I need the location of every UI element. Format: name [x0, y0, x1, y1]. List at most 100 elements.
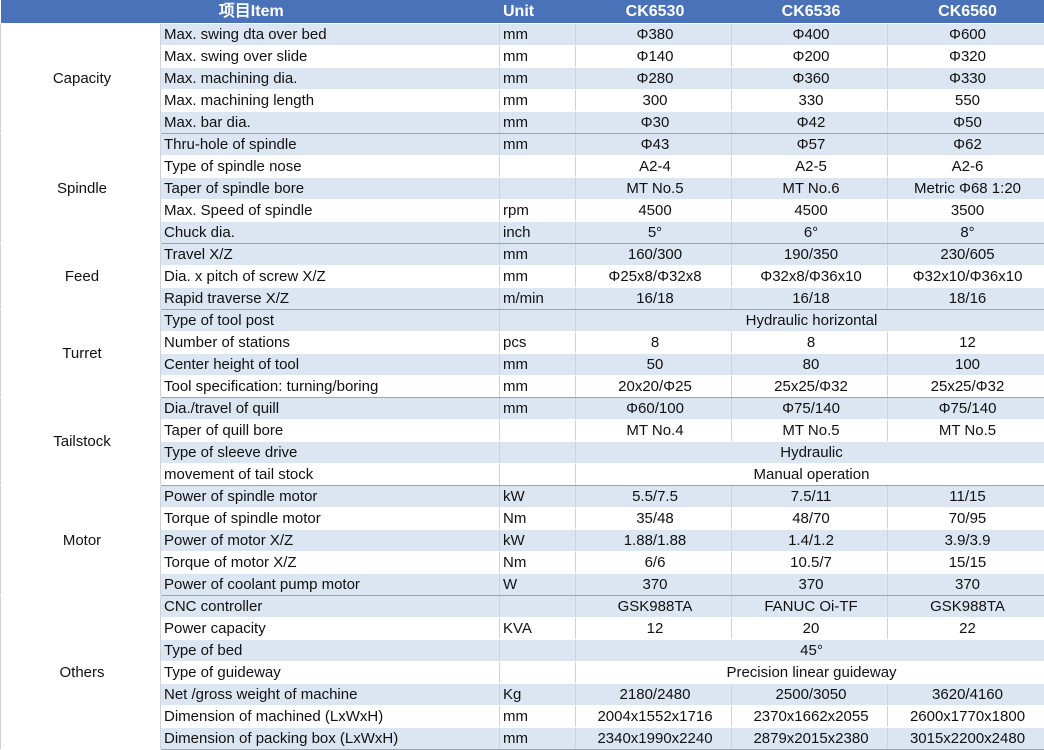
- item-cell: Power capacity: [160, 617, 500, 640]
- item-cell: Dimension of machined (LxWxH): [160, 705, 500, 728]
- item-cell: Type of spindle nose: [160, 155, 500, 178]
- value-cell-model-3: A2-6: [887, 155, 1044, 178]
- value-cell-model-1: Φ43: [575, 133, 732, 156]
- value-cell-model-3: 3015x2200x2480: [887, 727, 1044, 750]
- value-cell-model-2: 6°: [731, 221, 888, 244]
- table-row: Rapid traverse X/Z m/min 16/18 16/18 18/16: [1, 287, 1044, 310]
- value-cell-model-3: 8°: [887, 221, 1044, 244]
- unit-cell: kW: [499, 529, 576, 552]
- value-cell-model-2: Φ200: [731, 45, 888, 68]
- value-cell-model-2: 2370x1662x2055: [731, 705, 888, 728]
- value-cell-model-3: 18/16: [887, 287, 1044, 310]
- item-cell: Type of guideway: [160, 661, 500, 684]
- value-cell-model-1: MT No.4: [575, 419, 732, 442]
- header-item: 项目Item: [0, 0, 500, 24]
- unit-cell: mm: [499, 727, 576, 750]
- table-row: Type of guideway Precision linear guidewa…: [1, 661, 1044, 684]
- unit-cell: mm: [499, 243, 576, 266]
- merged-value-cell: 45°: [575, 639, 1044, 662]
- item-cell: Max. machining dia.: [160, 67, 500, 90]
- value-cell-model-1: 2004x1552x1716: [575, 705, 732, 728]
- item-cell: CNC controller: [160, 595, 500, 618]
- unit-cell: kW: [499, 485, 576, 508]
- unit-cell: mm: [499, 67, 576, 90]
- item-cell: Dia. x pitch of screw X/Z: [160, 265, 500, 288]
- unit-cell: Kg: [499, 683, 576, 706]
- unit-cell: mm: [499, 45, 576, 68]
- value-cell-model-3: Φ62: [887, 133, 1044, 156]
- value-cell-model-2: 1.4/1.2: [731, 529, 888, 552]
- table-row: movement of tail stock Manual operation: [1, 463, 1044, 486]
- value-cell-model-1: 370: [575, 573, 732, 596]
- item-cell: Max. swing dta over bed: [160, 23, 500, 46]
- item-cell: Taper of spindle bore: [160, 177, 500, 200]
- item-cell: Thru-hole of spindle: [160, 133, 500, 156]
- item-cell: Rapid traverse X/Z: [160, 287, 500, 310]
- value-cell-model-3: Φ75/140: [887, 397, 1044, 420]
- value-cell-model-2: Φ42: [731, 111, 888, 134]
- unit-cell: [499, 441, 576, 464]
- value-cell-model-1: 2180/2480: [575, 683, 732, 706]
- category-cell: Capacity: [0, 23, 161, 134]
- item-cell: Max. Speed of spindle: [160, 199, 500, 222]
- value-cell-model-1: 50: [575, 353, 732, 376]
- value-cell-model-2: FANUC Oi-TF: [731, 595, 888, 618]
- unit-cell: m/min: [499, 287, 576, 310]
- header-model-2: CK6536: [731, 0, 888, 24]
- table-row: Dimension of machined (LxWxH) mm 2004x1552…: [1, 705, 1044, 728]
- item-cell: Center height of tool: [160, 353, 500, 376]
- unit-cell: W: [499, 573, 576, 596]
- unit-cell: [499, 463, 576, 486]
- category-cell: Spindle: [0, 133, 161, 244]
- table-row: Type of sleeve drive Hydraulic: [1, 441, 1044, 464]
- value-cell-model-2: 190/350: [731, 243, 888, 266]
- value-cell-model-1: 5°: [575, 221, 732, 244]
- value-cell-model-3: 3.9/3.9: [887, 529, 1044, 552]
- table-row: Number of stations pcs 8 8 12: [1, 331, 1044, 354]
- table-row: Power capacity KVA 12 20 22: [1, 617, 1044, 640]
- value-cell-model-2: Φ360: [731, 67, 888, 90]
- unit-cell: pcs: [499, 331, 576, 354]
- item-cell: Torque of spindle motor: [160, 507, 500, 530]
- category-cell: Others: [0, 595, 161, 750]
- value-cell-model-2: A2-5: [731, 155, 888, 178]
- table-row: Max. swing over slide mm Φ140 Φ200 Φ320: [1, 45, 1044, 68]
- table-row: Torque of motor X/Z Nm 6/6 10.5/7 15/15: [1, 551, 1044, 574]
- table-row: Max. bar dia. mm Φ30 Φ42 Φ50: [1, 111, 1044, 134]
- value-cell-model-1: 16/18: [575, 287, 732, 310]
- value-cell-model-3: Φ320: [887, 45, 1044, 68]
- value-cell-model-2: 16/18: [731, 287, 888, 310]
- unit-cell: KVA: [499, 617, 576, 640]
- value-cell-model-2: 2500/3050: [731, 683, 888, 706]
- item-cell: Chuck dia.: [160, 221, 500, 244]
- value-cell-model-2: 370: [731, 573, 888, 596]
- value-cell-model-2: 8: [731, 331, 888, 354]
- value-cell-model-1: 20x20/Φ25: [575, 375, 732, 398]
- table-row: Tailstock Dia./travel of quill mm Φ60/100 Φ7…: [0, 397, 1044, 486]
- item-cell: Power of motor X/Z: [160, 529, 500, 552]
- value-cell-model-3: Φ50: [887, 111, 1044, 134]
- item-cell: Type of tool post: [160, 309, 500, 332]
- item-cell: Tool specification: turning/boring: [160, 375, 500, 398]
- item-cell: Travel X/Z: [160, 243, 500, 266]
- category-cell: Tailstock: [0, 397, 161, 486]
- table-row: Dia. x pitch of screw X/Z mm Φ25x8/Φ32x8 Φ3…: [1, 265, 1044, 288]
- value-cell-model-3: Φ32x10/Φ36x10: [887, 265, 1044, 288]
- value-cell-model-3: 25x25/Φ32: [887, 375, 1044, 398]
- value-cell-model-2: 7.5/11: [731, 485, 888, 508]
- table-row: Capacity Max. swing dta over bed mm Φ380 Φ40…: [0, 23, 1044, 134]
- header-model-1: CK6530: [575, 0, 732, 24]
- item-cell: Type of sleeve drive: [160, 441, 500, 464]
- value-cell-model-2: 4500: [731, 199, 888, 222]
- merged-value-cell: Hydraulic: [575, 441, 1044, 464]
- value-cell-model-3: 70/95: [887, 507, 1044, 530]
- table-row: Turret Type of tool post Hydraulic horizon…: [0, 309, 1044, 398]
- table-row: Power of motor X/Z kW 1.88/1.88 1.4/1.2 3.9/…: [1, 529, 1044, 552]
- value-cell-model-1: Φ60/100: [575, 397, 732, 420]
- value-cell-model-1: Φ140: [575, 45, 732, 68]
- item-cell: Max. machining length: [160, 89, 500, 112]
- value-cell-model-2: Φ32x8/Φ36x10: [731, 265, 888, 288]
- value-cell-model-3: 550: [887, 89, 1044, 112]
- table-row: Type of bed 45°: [1, 639, 1044, 662]
- value-cell-model-2: 330: [731, 89, 888, 112]
